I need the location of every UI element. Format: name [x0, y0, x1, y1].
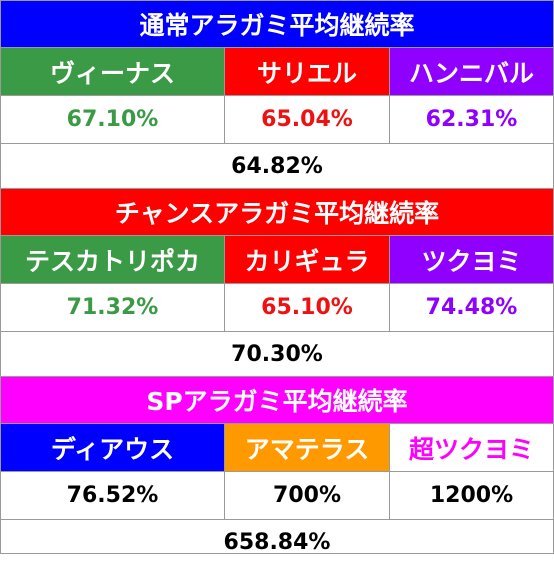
rate-hannibal: 62.31%	[425, 107, 518, 132]
rate-caligula: 65.10%	[225, 284, 390, 331]
rate-tsukuyomi: 74.48%	[425, 295, 518, 320]
section-title: チャンスアラガミ平均継続率	[1, 189, 553, 235]
rate-amaterasu: 700%	[225, 472, 390, 519]
character-name-venus: ヴィーナス	[1, 48, 225, 95]
section-3-rate-row: 76.52% 700% 1200%	[1, 472, 553, 520]
section-2-rate-row: 71.32% 65.10% 74.48%	[1, 284, 553, 332]
rate-super-tsukuyomi: 1200%	[429, 483, 514, 508]
character-name-super-tsukuyomi: 超ツクヨミ	[390, 424, 553, 471]
section-3-average-row: 658.84%	[1, 520, 553, 564]
rate-tezcatlipoca: 71.32%	[1, 284, 225, 331]
rate-dyaus: 76.52%	[1, 472, 225, 519]
average-rate: 64.82%	[231, 153, 323, 179]
character-name-tezcatlipoca: テスカトリポカ	[1, 236, 225, 283]
character-name-caligula: カリギュラ	[225, 236, 390, 283]
average-rate: 70.30%	[231, 341, 323, 367]
section-2-name-row: テスカトリポカ カリギュラ ツクヨミ	[1, 236, 553, 284]
section-title: 通常アラガミ平均継続率	[1, 1, 553, 47]
rate-venus: 67.10%	[1, 96, 225, 143]
rate-sariel: 65.04%	[225, 96, 390, 143]
section-1-title-row: 通常アラガミ平均継続率	[1, 1, 553, 48]
average-rate: 658.84%	[223, 529, 331, 555]
section-2-average-row: 70.30%	[1, 332, 553, 377]
section-1-rate-row: 67.10% 65.04% 62.31%	[1, 96, 553, 144]
section-3-name-row: ディアウス アマテラス 超ツクヨミ	[1, 424, 553, 472]
section-3-title-row: SPアラガミ平均継続率	[1, 377, 553, 424]
section-2-title-row: チャンスアラガミ平均継続率	[1, 189, 553, 236]
character-name-sariel: サリエル	[225, 48, 390, 95]
character-name-dyaus: ディアウス	[1, 424, 225, 471]
character-name-amaterasu: アマテラス	[225, 424, 390, 471]
section-1-average-row: 64.82%	[1, 144, 553, 189]
character-name-hannibal: ハンニバル	[390, 48, 553, 95]
section-1-name-row: ヴィーナス サリエル ハンニバル	[1, 48, 553, 96]
character-name-tsukuyomi: ツクヨミ	[390, 236, 553, 283]
section-title: SPアラガミ平均継続率	[1, 377, 553, 423]
